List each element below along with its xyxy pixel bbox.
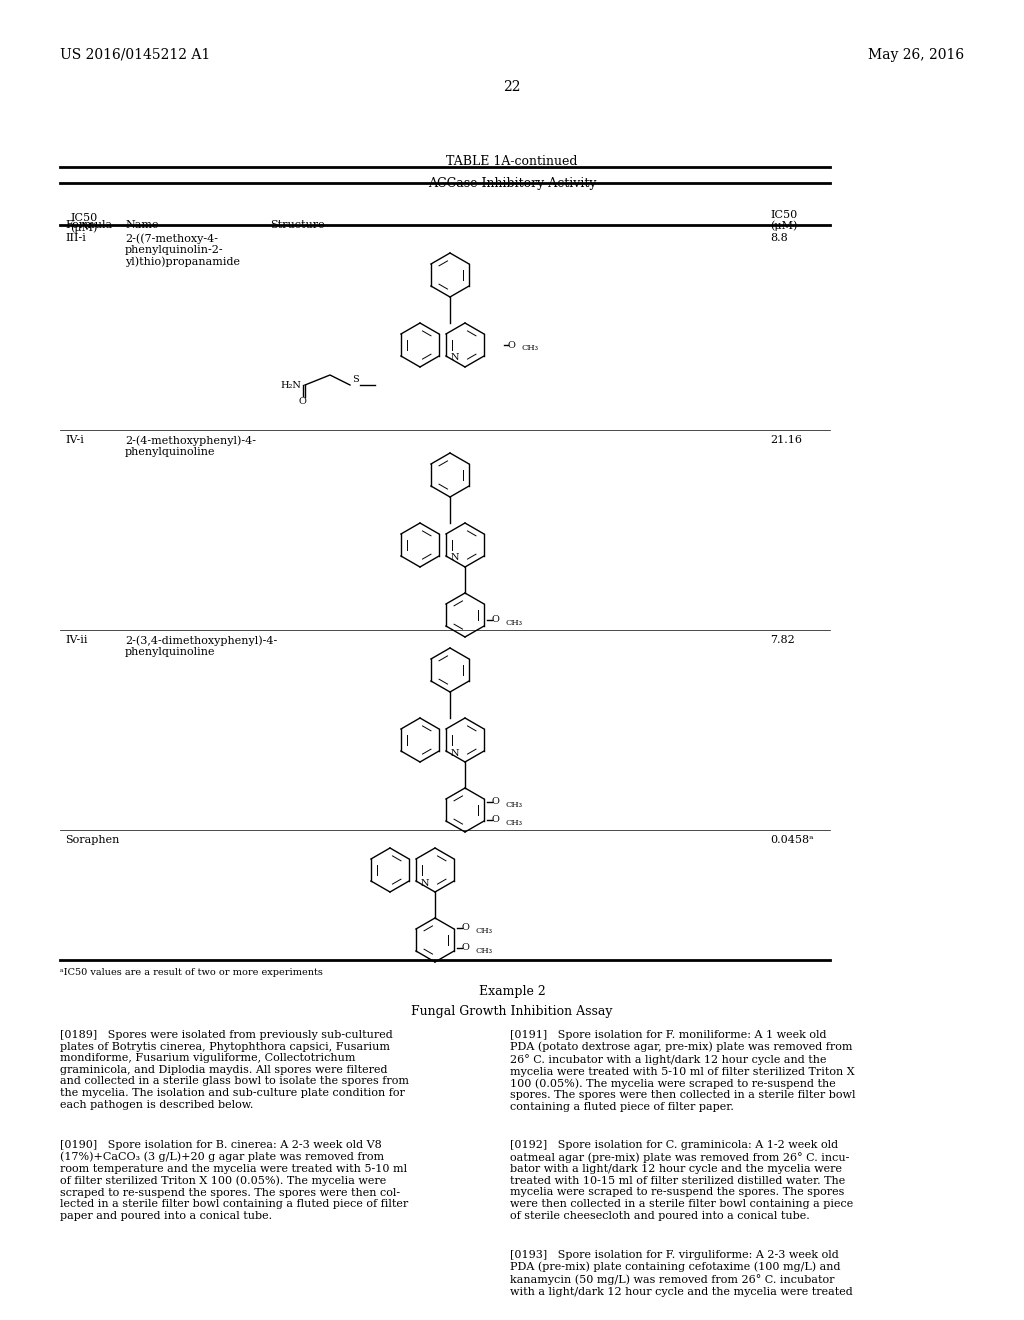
Text: H₂N: H₂N: [280, 380, 301, 389]
Text: IV-i: IV-i: [65, 436, 84, 445]
Text: CH₃: CH₃: [506, 619, 523, 627]
Text: Structure: Structure: [270, 220, 325, 230]
Text: 8.8: 8.8: [770, 234, 787, 243]
Text: IC50: IC50: [770, 210, 798, 220]
Text: (μM): (μM): [70, 222, 97, 232]
Text: CH₃: CH₃: [506, 801, 523, 809]
Text: CH₃: CH₃: [522, 345, 539, 352]
Text: O: O: [298, 397, 306, 407]
Text: (μM): (μM): [770, 220, 798, 231]
Text: ACCase Inhibitory Activity: ACCase Inhibitory Activity: [428, 177, 596, 190]
Text: IV-ii: IV-ii: [65, 635, 87, 645]
Text: Example 2: Example 2: [478, 985, 546, 998]
Text: CH₃: CH₃: [476, 927, 493, 935]
Text: N: N: [451, 354, 459, 363]
Text: O: O: [492, 816, 500, 825]
Text: [0189]   Spores were isolated from previously sub-cultured
plates of Botrytis ci: [0189] Spores were isolated from previou…: [60, 1030, 409, 1110]
Text: O: O: [492, 797, 500, 807]
Text: O: O: [492, 615, 500, 624]
Text: S: S: [352, 375, 358, 384]
Text: 2-(4-methoxyphenyl)-4-
phenylquinoline: 2-(4-methoxyphenyl)-4- phenylquinoline: [125, 436, 256, 457]
Text: N: N: [451, 748, 459, 758]
Text: IC50: IC50: [70, 213, 97, 223]
Text: O: O: [462, 924, 470, 932]
Text: N: N: [421, 879, 429, 887]
Text: Name: Name: [125, 220, 159, 230]
Text: 21.16: 21.16: [770, 436, 802, 445]
Text: Soraphen: Soraphen: [65, 836, 120, 845]
Text: May 26, 2016: May 26, 2016: [868, 48, 964, 62]
Text: [0192]   Spore isolation for C. graminicola: A 1-2 week old
oatmeal agar (pre-mi: [0192] Spore isolation for C. graminicol…: [510, 1140, 853, 1221]
Text: CH₃: CH₃: [506, 818, 523, 828]
Text: Formula: Formula: [65, 220, 112, 230]
Text: Fungal Growth Inhibition Assay: Fungal Growth Inhibition Assay: [412, 1005, 612, 1018]
Text: ᵃIC50 values are a result of two or more experiments: ᵃIC50 values are a result of two or more…: [60, 968, 323, 977]
Text: [0193]   Spore isolation for F. virguliforme: A 2-3 week old
PDA (pre-mix) plate: [0193] Spore isolation for F. virgulifor…: [510, 1250, 853, 1296]
Text: N: N: [451, 553, 459, 562]
Text: 7.82: 7.82: [770, 635, 795, 645]
Text: [0191]   Spore isolation for F. moniliforme: A 1 week old
PDA (potato dextrose a: [0191] Spore isolation for F. moniliform…: [510, 1030, 855, 1111]
Text: O: O: [462, 944, 470, 953]
Text: CH₃: CH₃: [476, 946, 493, 954]
Text: US 2016/0145212 A1: US 2016/0145212 A1: [60, 48, 210, 62]
Text: [0190]   Spore isolation for B. cinerea: A 2-3 week old V8
(17%)+CaCO₃ (3 g/L)+2: [0190] Spore isolation for B. cinerea: A…: [60, 1140, 409, 1221]
Text: 0.0458ᵃ: 0.0458ᵃ: [770, 836, 813, 845]
Text: O: O: [508, 341, 516, 350]
Text: TABLE 1A-continued: TABLE 1A-continued: [446, 154, 578, 168]
Text: 2-((7-methoxy-4-
phenylquinolin-2-
yl)thio)propanamide: 2-((7-methoxy-4- phenylquinolin-2- yl)th…: [125, 234, 240, 268]
Text: 22: 22: [503, 81, 521, 94]
Text: 2-(3,4-dimethoxyphenyl)-4-
phenylquinoline: 2-(3,4-dimethoxyphenyl)-4- phenylquinoli…: [125, 635, 278, 657]
Text: III-i: III-i: [65, 234, 86, 243]
